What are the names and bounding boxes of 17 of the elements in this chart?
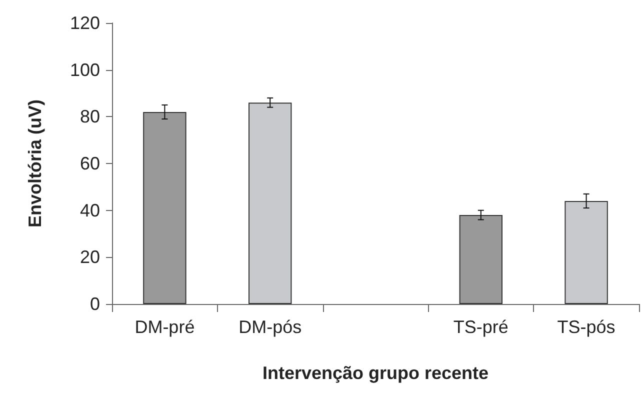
bar (459, 215, 503, 304)
x-tick-label: TS-pré (453, 317, 508, 337)
y-tick-label: 0 (90, 294, 100, 314)
y-tick-label: 40 (80, 200, 100, 220)
y-tick-label: 60 (80, 154, 100, 174)
y-tick-label: 100 (70, 60, 100, 80)
y-tick-label: 20 (80, 247, 100, 268)
y-tick-label: 120 (70, 13, 100, 33)
x-axis-title: Intervenção grupo recente (262, 363, 489, 383)
x-tick-label: TS-pós (557, 317, 616, 337)
x-tick-label: DM-pós (238, 317, 302, 337)
y-tick-label: 80 (80, 106, 100, 127)
bar (143, 112, 186, 304)
bar (564, 200, 608, 304)
y-axis-title: Envoltória (uV) (25, 99, 45, 228)
x-tick-label: DM-pré (134, 317, 195, 337)
bar (248, 102, 292, 304)
